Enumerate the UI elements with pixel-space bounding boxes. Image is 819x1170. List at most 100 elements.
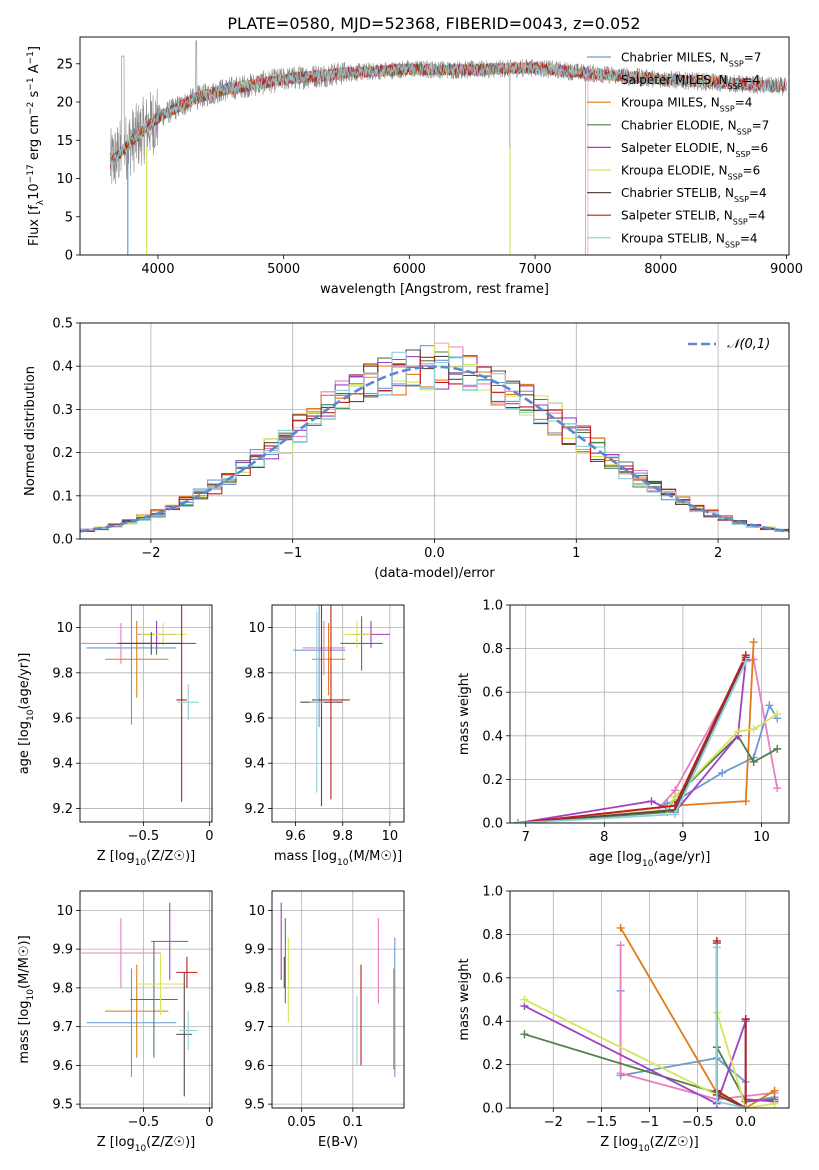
x-tick-label: −1 (640, 1115, 659, 1130)
axes-frame (79, 890, 213, 1109)
y-tick-label: 20 (56, 96, 73, 111)
y-tick-label: 10 (248, 621, 265, 636)
series-line (517, 642, 755, 823)
series-marker (773, 744, 782, 753)
x-axis-label: age [log10(age/yr)] (589, 850, 711, 869)
x-tick-label: 8 (600, 830, 608, 845)
y-tick-label: 0.6 (482, 686, 503, 701)
x-axis-label: Z [log10(Z/Z☉)] (97, 1135, 195, 1154)
y-axis-label: mass weight (457, 673, 472, 755)
x-tick-label: 7000 (519, 262, 552, 277)
x-tick-label: 6000 (393, 262, 426, 277)
plot-area-massweight_vs_Z (510, 891, 789, 1108)
x-axis-label: mass [log10(M/M☉)] (274, 849, 402, 868)
series-marker (616, 923, 625, 932)
series-line (517, 661, 747, 823)
y-tick-label: 9.8 (52, 666, 73, 681)
plot-area-residuals (80, 323, 789, 539)
normal-curve-line (80, 365, 789, 533)
axes-frame (271, 604, 405, 823)
plot-area-mass_vs_EBV (272, 891, 404, 1108)
x-axis-label: wavelength [Angstrom, rest frame] (320, 282, 549, 297)
panel-age_vs_Z: −0.5 0 9.2 9.4 9.6 9.8 10 Z [log10(Z/Z☉)] age [l… (17, 604, 214, 868)
x-tick-label: 9000 (770, 262, 803, 277)
y-tick-label: 0.2 (482, 773, 503, 788)
legend-label: Chabrier MILES, NSSP=7 (621, 51, 761, 69)
panel-mass_vs_EBV: 0.05 0.1 9.5 9.6 9.7 9.8 9.9 10 E(B-V) (244, 890, 405, 1150)
series-line (517, 659, 747, 823)
y-tick-label: 0.0 (482, 817, 503, 832)
x-tick-label: 5000 (267, 262, 300, 277)
series-marker (749, 725, 758, 734)
panel-massweight_vs_Z: −2 −1.5 −1 −0.5 0.0 0.0 0.2 0.4 0.6 0.8 1.0 Z [log1… (457, 885, 790, 1154)
y-tick-label: 9.8 (52, 981, 73, 996)
legend-label: Salpeter ELODIE, NSSP=6 (621, 141, 768, 159)
series-marker (616, 941, 625, 950)
legend-label: Kroupa ELODIE, NSSP=6 (621, 164, 760, 182)
series-marker (712, 1097, 721, 1106)
series-marker (513, 819, 522, 823)
panel-spectrum: 4000 5000 6000 7000 8000 9000 0 5 10 15 20 25 wavele… (26, 36, 803, 297)
series-marker (520, 995, 529, 1004)
spectrum-legend: Chabrier MILES, NSSP=7 Salpeter MILES, NS… (587, 51, 769, 249)
x-tick-label: −0.5 (128, 829, 160, 844)
x-axis-label: E(B-V) (318, 1135, 358, 1150)
legend-label: Chabrier ELODIE, NSSP=7 (621, 118, 769, 136)
axes-frame (79, 322, 790, 540)
y-tick-label: 9.5 (52, 1098, 73, 1113)
y-axis-label: mass weight (457, 958, 472, 1040)
y-tick-label: 0.3 (52, 403, 73, 418)
y-tick-label: 9.9 (244, 943, 265, 958)
y-tick-label: 9.8 (244, 666, 265, 681)
legend-label: Salpeter STELIB, NSSP=4 (621, 209, 765, 227)
y-tick-label: 9.2 (244, 802, 265, 817)
plot-area-age_vs_mass (272, 605, 404, 822)
axes-frame (509, 890, 790, 1109)
y-tick-label: 1.0 (482, 599, 503, 614)
legend-label: Kroupa STELIB, NSSP=4 (621, 231, 758, 249)
series-marker (671, 801, 680, 810)
plot-area-massweight_vs_age (510, 605, 789, 823)
x-tick-label: 2 (714, 546, 722, 561)
plot-area-mass_vs_Z (80, 891, 212, 1108)
legend-label: Salpeter MILES, NSSP=4 (621, 73, 760, 91)
x-tick-label: 8000 (644, 262, 677, 277)
y-tick-label: 9.9 (52, 943, 73, 958)
y-tick-label: 9.6 (244, 1059, 265, 1074)
histogram-step-line (80, 351, 789, 533)
series-marker (671, 792, 680, 801)
plot-area-spectrum (109, 40, 787, 255)
x-tick-label: 4000 (141, 262, 174, 277)
x-tick-label: 10 (382, 829, 399, 844)
series-marker (616, 1069, 625, 1078)
y-tick-label: 0.4 (482, 729, 503, 744)
x-tick-label: 0.1 (342, 1115, 363, 1130)
y-tick-label: 15 (56, 134, 73, 149)
x-tick-label: 9.8 (332, 829, 353, 844)
model-spectrum-line (110, 61, 589, 255)
axes-frame (79, 36, 790, 256)
x-axis-label: Z [log10(Z/Z☉)] (600, 1135, 698, 1154)
y-tick-label: 0.4 (52, 360, 73, 375)
series-marker (749, 638, 758, 647)
y-tick-label: 0.6 (482, 971, 503, 986)
series-marker (741, 797, 750, 806)
y-tick-label: 0.8 (482, 642, 503, 657)
plot-area-age_vs_Z (80, 605, 212, 822)
model-spectrum-line (109, 62, 787, 168)
y-tick-label: 0.2 (52, 446, 73, 461)
y-tick-label: 0.2 (482, 1058, 503, 1073)
model-spectrum-line (109, 63, 511, 255)
y-tick-label: 1.0 (482, 885, 503, 900)
y-tick-label: 9.2 (52, 802, 73, 817)
legend-label: 𝒩(0,1) (727, 337, 770, 352)
y-tick-label: 0.4 (482, 1015, 503, 1030)
x-tick-label: 0.0 (424, 546, 445, 561)
series-marker (773, 710, 782, 718)
y-tick-label: 9.8 (244, 981, 265, 996)
panel-age_vs_mass: 9.6 9.8 10 9.2 9.4 9.6 9.8 10 mass [log10(M/M☉)] (244, 604, 405, 868)
x-tick-label: 0 (205, 829, 213, 844)
series-line (619, 927, 776, 1108)
y-axis-label: Normed distribution (23, 366, 38, 496)
x-tick-label: 9.6 (285, 829, 306, 844)
